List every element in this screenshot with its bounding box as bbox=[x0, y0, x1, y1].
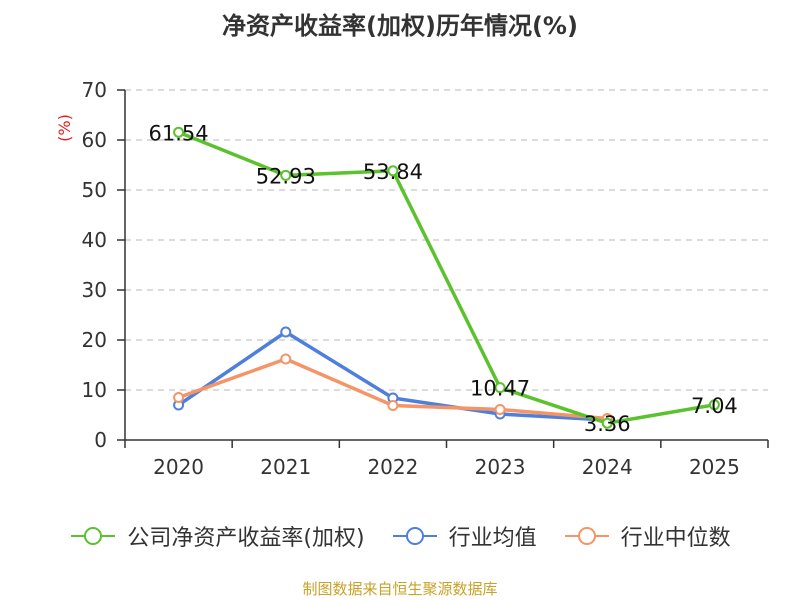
data-point bbox=[708, 399, 720, 411]
x-tick-label: 2023 bbox=[475, 455, 526, 479]
data-label: 61.54 bbox=[149, 121, 209, 145]
chart-title: 净资产收益率(加权)历年情况(%) bbox=[222, 12, 578, 40]
y-tick-label: 30 bbox=[82, 278, 107, 302]
data-point bbox=[173, 392, 185, 403]
y-tick-label: 0 bbox=[94, 428, 107, 452]
data-label: 7.04 bbox=[691, 394, 738, 418]
y-tick-label: 70 bbox=[82, 78, 107, 102]
legend-label: 行业中位数 bbox=[620, 526, 731, 551]
y-tick-label: 40 bbox=[82, 228, 107, 252]
legend-marker-icon bbox=[564, 527, 609, 545]
data-label: 3.36 bbox=[584, 412, 631, 436]
x-tick-label: 2025 bbox=[689, 455, 740, 479]
x-tick-label: 2021 bbox=[260, 455, 311, 479]
data-point bbox=[601, 417, 613, 429]
legend-item-industry-median[interactable]: 行业中位数 bbox=[563, 520, 731, 552]
data-point bbox=[387, 165, 399, 177]
data-label: 53.84 bbox=[363, 160, 423, 184]
y-axis-label: (%) bbox=[55, 114, 74, 142]
data-label: 10.47 bbox=[470, 377, 530, 401]
legend-label: 公司净资产收益率(加权) bbox=[127, 526, 365, 551]
data-point bbox=[280, 326, 292, 338]
y-tick-label: 10 bbox=[82, 378, 107, 402]
x-tick-label: 2024 bbox=[582, 455, 633, 479]
data-point bbox=[280, 353, 292, 365]
legend: 公司净资产收益率(加权) 行业均值 行业中位数 bbox=[0, 520, 800, 552]
data-source-note: 制图数据来自恒生聚源数据库 bbox=[302, 580, 498, 598]
data-point bbox=[494, 382, 506, 394]
series-line-0 bbox=[177, 130, 715, 425]
data-label: 52.93 bbox=[256, 164, 316, 188]
y-tick-label: 20 bbox=[82, 328, 107, 352]
data-point bbox=[280, 169, 292, 181]
data-point bbox=[494, 404, 506, 415]
legend-item-company[interactable]: 公司净资产收益率(加权) bbox=[69, 520, 365, 552]
legend-label: 行业均值 bbox=[448, 526, 537, 551]
legend-item-industry-avg[interactable]: 行业均值 bbox=[391, 520, 537, 552]
x-tick-label: 2022 bbox=[367, 455, 418, 479]
legend-marker-icon bbox=[71, 527, 116, 545]
y-tick-label: 60 bbox=[82, 128, 107, 152]
data-point bbox=[387, 400, 399, 411]
x-tick-label: 2020 bbox=[153, 455, 204, 479]
y-tick-label: 50 bbox=[82, 178, 107, 202]
legend-marker-icon bbox=[392, 527, 437, 545]
data-point bbox=[173, 126, 185, 138]
